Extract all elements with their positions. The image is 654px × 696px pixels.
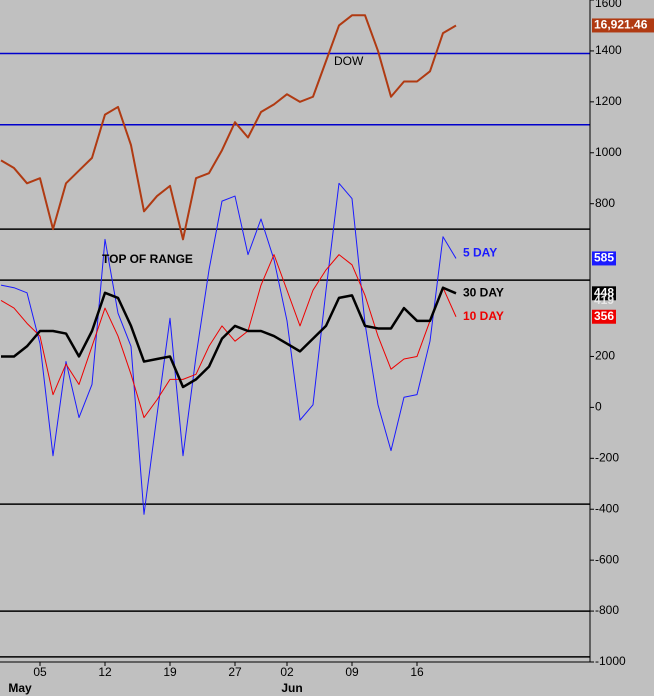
- y-tick-label: 1400: [595, 43, 622, 57]
- value-tag-label: 356: [594, 309, 614, 323]
- value-tag: [592, 286, 616, 301]
- y-tick-label: -400: [595, 501, 619, 515]
- y-tick-label: -1000: [595, 654, 626, 668]
- x-tick-label: 05: [33, 665, 47, 679]
- y-tick-label: 800: [595, 196, 615, 210]
- y-tick-label: 1600: [595, 0, 622, 10]
- series-line: [1, 286, 457, 389]
- value-tag: [592, 251, 616, 266]
- value-tag-label: 16,921.46: [594, 18, 648, 32]
- series-label: DOW: [334, 54, 364, 68]
- x-tick-label: 09: [345, 665, 359, 679]
- value-tag: [592, 18, 654, 33]
- y-tick-label: 1200: [595, 94, 622, 108]
- x-tick-label: 12: [98, 665, 112, 679]
- y-tick-label: -600: [595, 552, 619, 566]
- x-tick-label: 02: [280, 665, 294, 679]
- series-label: 5 DAY: [463, 246, 497, 260]
- month-label: May: [8, 681, 32, 695]
- series-label: 10 DAY: [463, 309, 504, 323]
- y-tick-label: 0: [595, 400, 602, 414]
- x-tick-label: 27: [228, 665, 242, 679]
- series-label: 30 DAY: [463, 285, 504, 299]
- value-tag: [592, 309, 616, 324]
- value-tag-label: 448: [594, 285, 614, 299]
- value-tag-label: 585: [594, 251, 614, 265]
- series-line: [0, 14, 457, 241]
- y-tick-label: 1000: [595, 145, 622, 159]
- annotation: TOP OF RANGE: [102, 252, 193, 266]
- x-tick-label: 16: [410, 665, 424, 679]
- value-tag-label: 419: [594, 293, 614, 307]
- series-line: [0, 182, 457, 515]
- y-tick-label: -200: [595, 450, 619, 464]
- y-tick-label: 200: [595, 349, 615, 363]
- x-tick-label: 19: [163, 665, 177, 679]
- y-tick-label: -800: [595, 603, 619, 617]
- plot-area: [0, 14, 590, 658]
- month-label: Jun: [281, 681, 302, 695]
